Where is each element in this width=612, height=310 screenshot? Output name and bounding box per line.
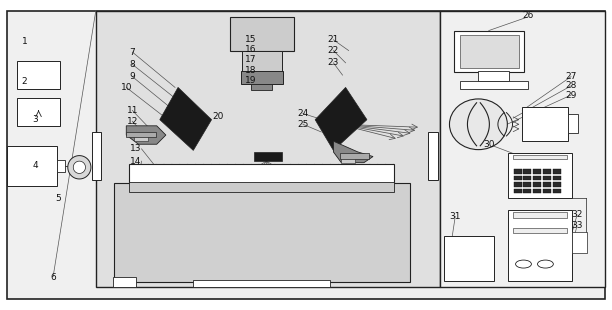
Circle shape (515, 260, 531, 268)
Text: 22: 22 (328, 46, 339, 55)
Text: 26: 26 (523, 11, 534, 20)
Text: 33: 33 (572, 221, 583, 230)
Circle shape (537, 260, 553, 268)
Ellipse shape (449, 99, 507, 150)
Bar (428, 132, 438, 179)
Bar (513, 228, 567, 233)
Bar (543, 182, 551, 187)
Bar (513, 182, 521, 187)
Bar (254, 152, 282, 161)
Bar (522, 107, 568, 141)
Text: 7: 7 (130, 47, 135, 57)
Bar (533, 189, 541, 193)
Bar (230, 17, 294, 51)
Text: 28: 28 (565, 81, 577, 91)
Polygon shape (126, 126, 166, 144)
Text: 3: 3 (32, 115, 38, 124)
Bar (523, 182, 531, 187)
Text: 4: 4 (32, 161, 38, 170)
Bar (508, 210, 572, 281)
Text: 13: 13 (130, 144, 141, 153)
Bar (193, 280, 330, 287)
Bar (553, 176, 561, 180)
Text: 14: 14 (130, 157, 141, 166)
Text: 27: 27 (565, 72, 577, 81)
Bar (513, 155, 567, 159)
Text: 2: 2 (22, 77, 28, 86)
Bar (533, 170, 541, 174)
Bar (242, 51, 282, 72)
Bar (523, 189, 531, 193)
Bar (17, 98, 61, 126)
Polygon shape (68, 156, 91, 179)
Bar (96, 11, 440, 287)
Text: 19: 19 (245, 76, 257, 85)
Bar (134, 137, 147, 141)
Bar (513, 170, 521, 174)
Bar (513, 212, 567, 218)
Text: 1: 1 (21, 37, 28, 46)
Text: 25: 25 (297, 120, 308, 129)
Bar (478, 71, 509, 81)
Bar (92, 132, 102, 179)
Bar (553, 189, 561, 193)
Bar (7, 146, 58, 186)
Bar (533, 176, 541, 180)
Bar (572, 232, 588, 253)
Bar (533, 182, 541, 187)
Bar (460, 35, 518, 69)
Polygon shape (334, 141, 373, 163)
Bar (341, 159, 355, 163)
Bar (508, 153, 572, 198)
Bar (523, 170, 531, 174)
Bar (58, 160, 65, 172)
Text: 5: 5 (56, 193, 62, 202)
Text: 18: 18 (245, 66, 257, 75)
Bar (129, 182, 394, 192)
Bar (543, 170, 551, 174)
Polygon shape (315, 87, 367, 150)
Text: 9: 9 (130, 72, 135, 81)
Bar (553, 182, 561, 187)
Text: 11: 11 (127, 106, 138, 115)
Text: 12: 12 (127, 117, 138, 126)
Text: 30: 30 (483, 140, 494, 149)
Polygon shape (73, 161, 86, 173)
Bar (460, 81, 528, 89)
Text: 32: 32 (572, 210, 583, 219)
Bar (513, 189, 521, 193)
Text: 17: 17 (245, 55, 257, 64)
Text: 6: 6 (50, 273, 56, 282)
Bar (454, 31, 524, 72)
Text: 8: 8 (130, 60, 135, 69)
Bar (440, 11, 605, 287)
Bar (114, 183, 409, 282)
Bar (129, 164, 394, 183)
Bar (340, 153, 369, 159)
Bar (513, 176, 521, 180)
Text: 31: 31 (449, 212, 461, 221)
Bar (444, 237, 494, 281)
Text: 20: 20 (212, 112, 223, 121)
Text: 24: 24 (297, 109, 308, 118)
Bar (568, 114, 578, 134)
Text: 16: 16 (245, 45, 257, 54)
Bar (126, 132, 155, 137)
Text: 15: 15 (245, 35, 257, 44)
Polygon shape (160, 87, 212, 150)
Bar (553, 170, 561, 174)
Text: 21: 21 (328, 35, 339, 44)
Text: 10: 10 (121, 83, 132, 92)
Bar (523, 176, 531, 180)
Bar (543, 176, 551, 180)
Bar (17, 61, 61, 89)
Text: 23: 23 (328, 58, 339, 67)
Text: 29: 29 (565, 91, 577, 100)
Bar (241, 71, 283, 84)
Bar (113, 277, 136, 287)
Bar (251, 84, 272, 91)
Bar (543, 189, 551, 193)
